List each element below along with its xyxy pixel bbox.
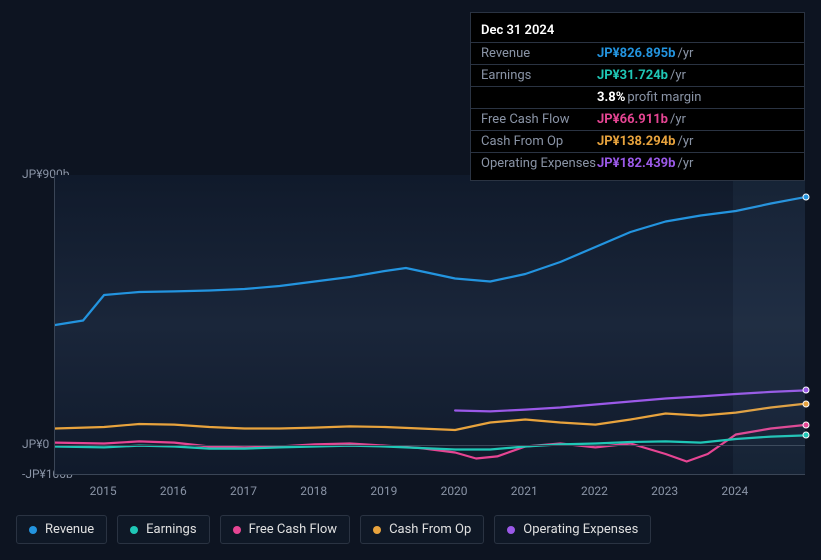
end-marker: [803, 400, 810, 407]
legend-item-cash-from-op[interactable]: Cash From Op: [360, 515, 484, 544]
legend-item-operating-expenses[interactable]: Operating Expenses: [494, 515, 651, 544]
tooltip-row-label: Cash From Op: [481, 134, 597, 149]
legend-item-revenue[interactable]: Revenue: [16, 515, 107, 544]
tooltip-row: EarningsJP¥31.724b /yr: [471, 65, 804, 87]
legend-dot-icon: [130, 526, 138, 534]
tooltip-row: Cash From OpJP¥138.294b /yr: [471, 131, 804, 153]
x-axis-label: 2016: [160, 484, 187, 498]
legend-dot-icon: [233, 526, 241, 534]
series-line-revenue: [55, 197, 806, 325]
legend-dot-icon: [507, 526, 515, 534]
financials-chart: JP¥900bJP¥0-JP¥100b 20152016201720182019…: [16, 155, 805, 500]
x-axis-label: 2021: [511, 484, 538, 498]
tooltip-row: Free Cash FlowJP¥66.911b /yr: [471, 109, 804, 131]
plot-area[interactable]: [54, 175, 805, 475]
tooltip-row-value: JP¥31.724b: [597, 68, 668, 83]
x-axis-label: 2015: [90, 484, 117, 498]
end-marker: [803, 421, 810, 428]
end-marker: [803, 387, 810, 394]
x-axis-label: 2018: [300, 484, 327, 498]
x-axis-label: 2020: [441, 484, 468, 498]
tooltip-row-label: [481, 90, 597, 105]
legend-label: Cash From Op: [389, 522, 471, 537]
tooltip-date: Dec 31 2024: [471, 19, 804, 43]
tooltip-row-value: JP¥182.439b: [597, 156, 675, 171]
zero-gridline: [55, 445, 805, 446]
legend-item-free-cash-flow[interactable]: Free Cash Flow: [220, 515, 350, 544]
legend-label: Earnings: [146, 522, 196, 537]
tooltip-row-label: Revenue: [481, 46, 597, 61]
x-axis-label: 2017: [230, 484, 257, 498]
x-axis-label: 2022: [581, 484, 608, 498]
legend-item-earnings[interactable]: Earnings: [117, 515, 209, 544]
x-axis-label: 2024: [721, 484, 748, 498]
series-line-cash-from-op: [55, 404, 806, 430]
tooltip-row-value: JP¥138.294b: [597, 134, 675, 149]
legend-dot-icon: [29, 526, 37, 534]
tooltip-row-suffix: /yr: [677, 134, 693, 149]
tooltip-row-suffix: /yr: [670, 112, 686, 127]
tooltip-row: 3.8% profit margin: [471, 87, 804, 109]
tooltip-row: RevenueJP¥826.895b /yr: [471, 43, 804, 65]
tooltip-row-value: JP¥66.911b: [597, 112, 668, 127]
chart-tooltip: Dec 31 2024 RevenueJP¥826.895b /yrEarnin…: [470, 12, 805, 181]
x-axis-label: 2019: [370, 484, 397, 498]
legend-label: Revenue: [45, 522, 94, 537]
y-axis-label: JP¥0: [22, 437, 49, 451]
tooltip-row: Operating ExpensesJP¥182.439b /yr: [471, 153, 804, 174]
tooltip-row-value: JP¥826.895b: [597, 46, 675, 61]
end-marker: [803, 432, 810, 439]
tooltip-row-value: 3.8%: [597, 90, 625, 105]
tooltip-row-label: Free Cash Flow: [481, 112, 597, 127]
tooltip-row-label: Operating Expenses: [481, 156, 597, 171]
legend-label: Operating Expenses: [523, 522, 638, 537]
legend-label: Free Cash Flow: [249, 522, 337, 537]
legend-dot-icon: [373, 526, 381, 534]
tooltip-row-suffix: /yr: [670, 68, 686, 83]
tooltip-row-suffix: /yr: [677, 46, 693, 61]
tooltip-row-suffix: profit margin: [627, 90, 701, 105]
tooltip-row-suffix: /yr: [677, 156, 693, 171]
tooltip-row-label: Earnings: [481, 68, 597, 83]
series-line-operating-expenses: [455, 390, 806, 411]
x-axis-label: 2023: [651, 484, 678, 498]
end-marker: [803, 193, 810, 200]
chart-legend: Revenue Earnings Free Cash Flow Cash From O…: [16, 515, 651, 544]
